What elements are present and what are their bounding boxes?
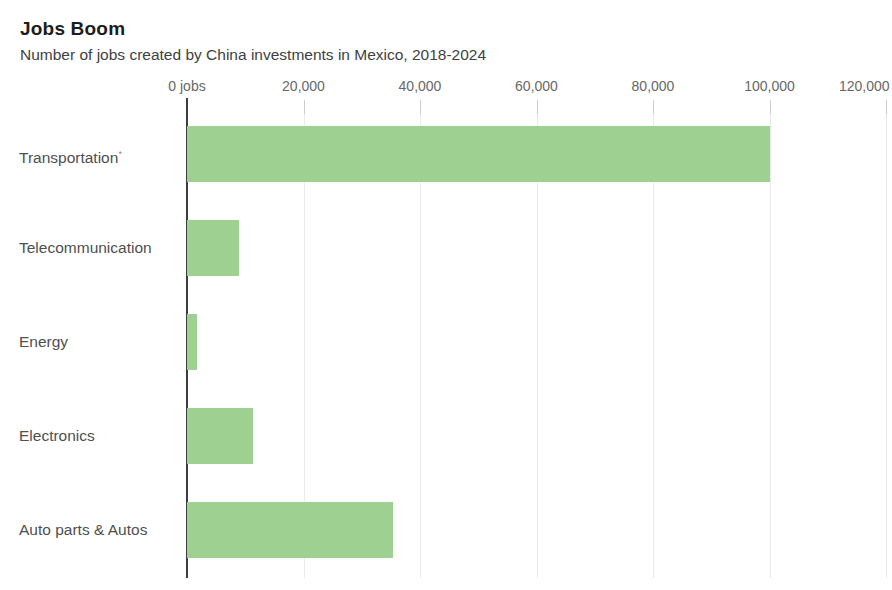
x-tick-mark [886, 100, 887, 114]
category-label-electronics: Electronics [19, 426, 95, 446]
chart-subtitle: Number of jobs created by China investme… [20, 46, 892, 64]
x-tick-mark [420, 100, 421, 114]
bar-telecommunication [187, 220, 239, 276]
bar-transportation [187, 126, 770, 182]
footnote-marker: * [118, 149, 122, 159]
x-tick-mark [770, 100, 771, 114]
gridline [653, 114, 654, 578]
category-label-auto-parts-autos: Auto parts & Autos [19, 520, 147, 540]
x-tick-label: 100,000 [744, 78, 795, 94]
x-tick-label: 80,000 [632, 78, 675, 94]
x-tick-label: 120,000 [839, 78, 890, 94]
x-tick-label: 0 jobs [168, 78, 205, 94]
bar-energy [187, 314, 197, 370]
x-tick-label: 60,000 [515, 78, 558, 94]
gridline [420, 114, 421, 578]
gridline [537, 114, 538, 578]
x-tick-mark [653, 100, 654, 114]
x-tick-mark [304, 100, 305, 114]
category-label-transportation: Transportation* [19, 144, 122, 168]
x-tick-label: 20,000 [282, 78, 325, 94]
category-label-energy: Energy [19, 332, 68, 352]
gridline [770, 114, 771, 578]
chart-body: Transportation* Telecommunication Energy El… [0, 114, 892, 578]
bar-auto-parts-autos [187, 502, 393, 558]
bar-electronics [187, 408, 253, 464]
chart-title: Jobs Boom [20, 18, 892, 40]
x-axis-labels: 0 jobs20,00040,00060,00080,000100,000120… [187, 78, 886, 96]
chart-page: Jobs Boom Number of jobs created by Chin… [0, 0, 892, 590]
bar-chart: 0 jobs 20,000 40,000 60,000 80,000 100,000 120… [0, 78, 892, 578]
x-tick-mark [537, 100, 538, 114]
plot-area [187, 114, 886, 578]
category-label-telecommunication: Telecommunication [19, 238, 152, 258]
gridline [886, 114, 887, 578]
x-tick-label: 40,000 [399, 78, 442, 94]
tick-strip [187, 100, 886, 114]
